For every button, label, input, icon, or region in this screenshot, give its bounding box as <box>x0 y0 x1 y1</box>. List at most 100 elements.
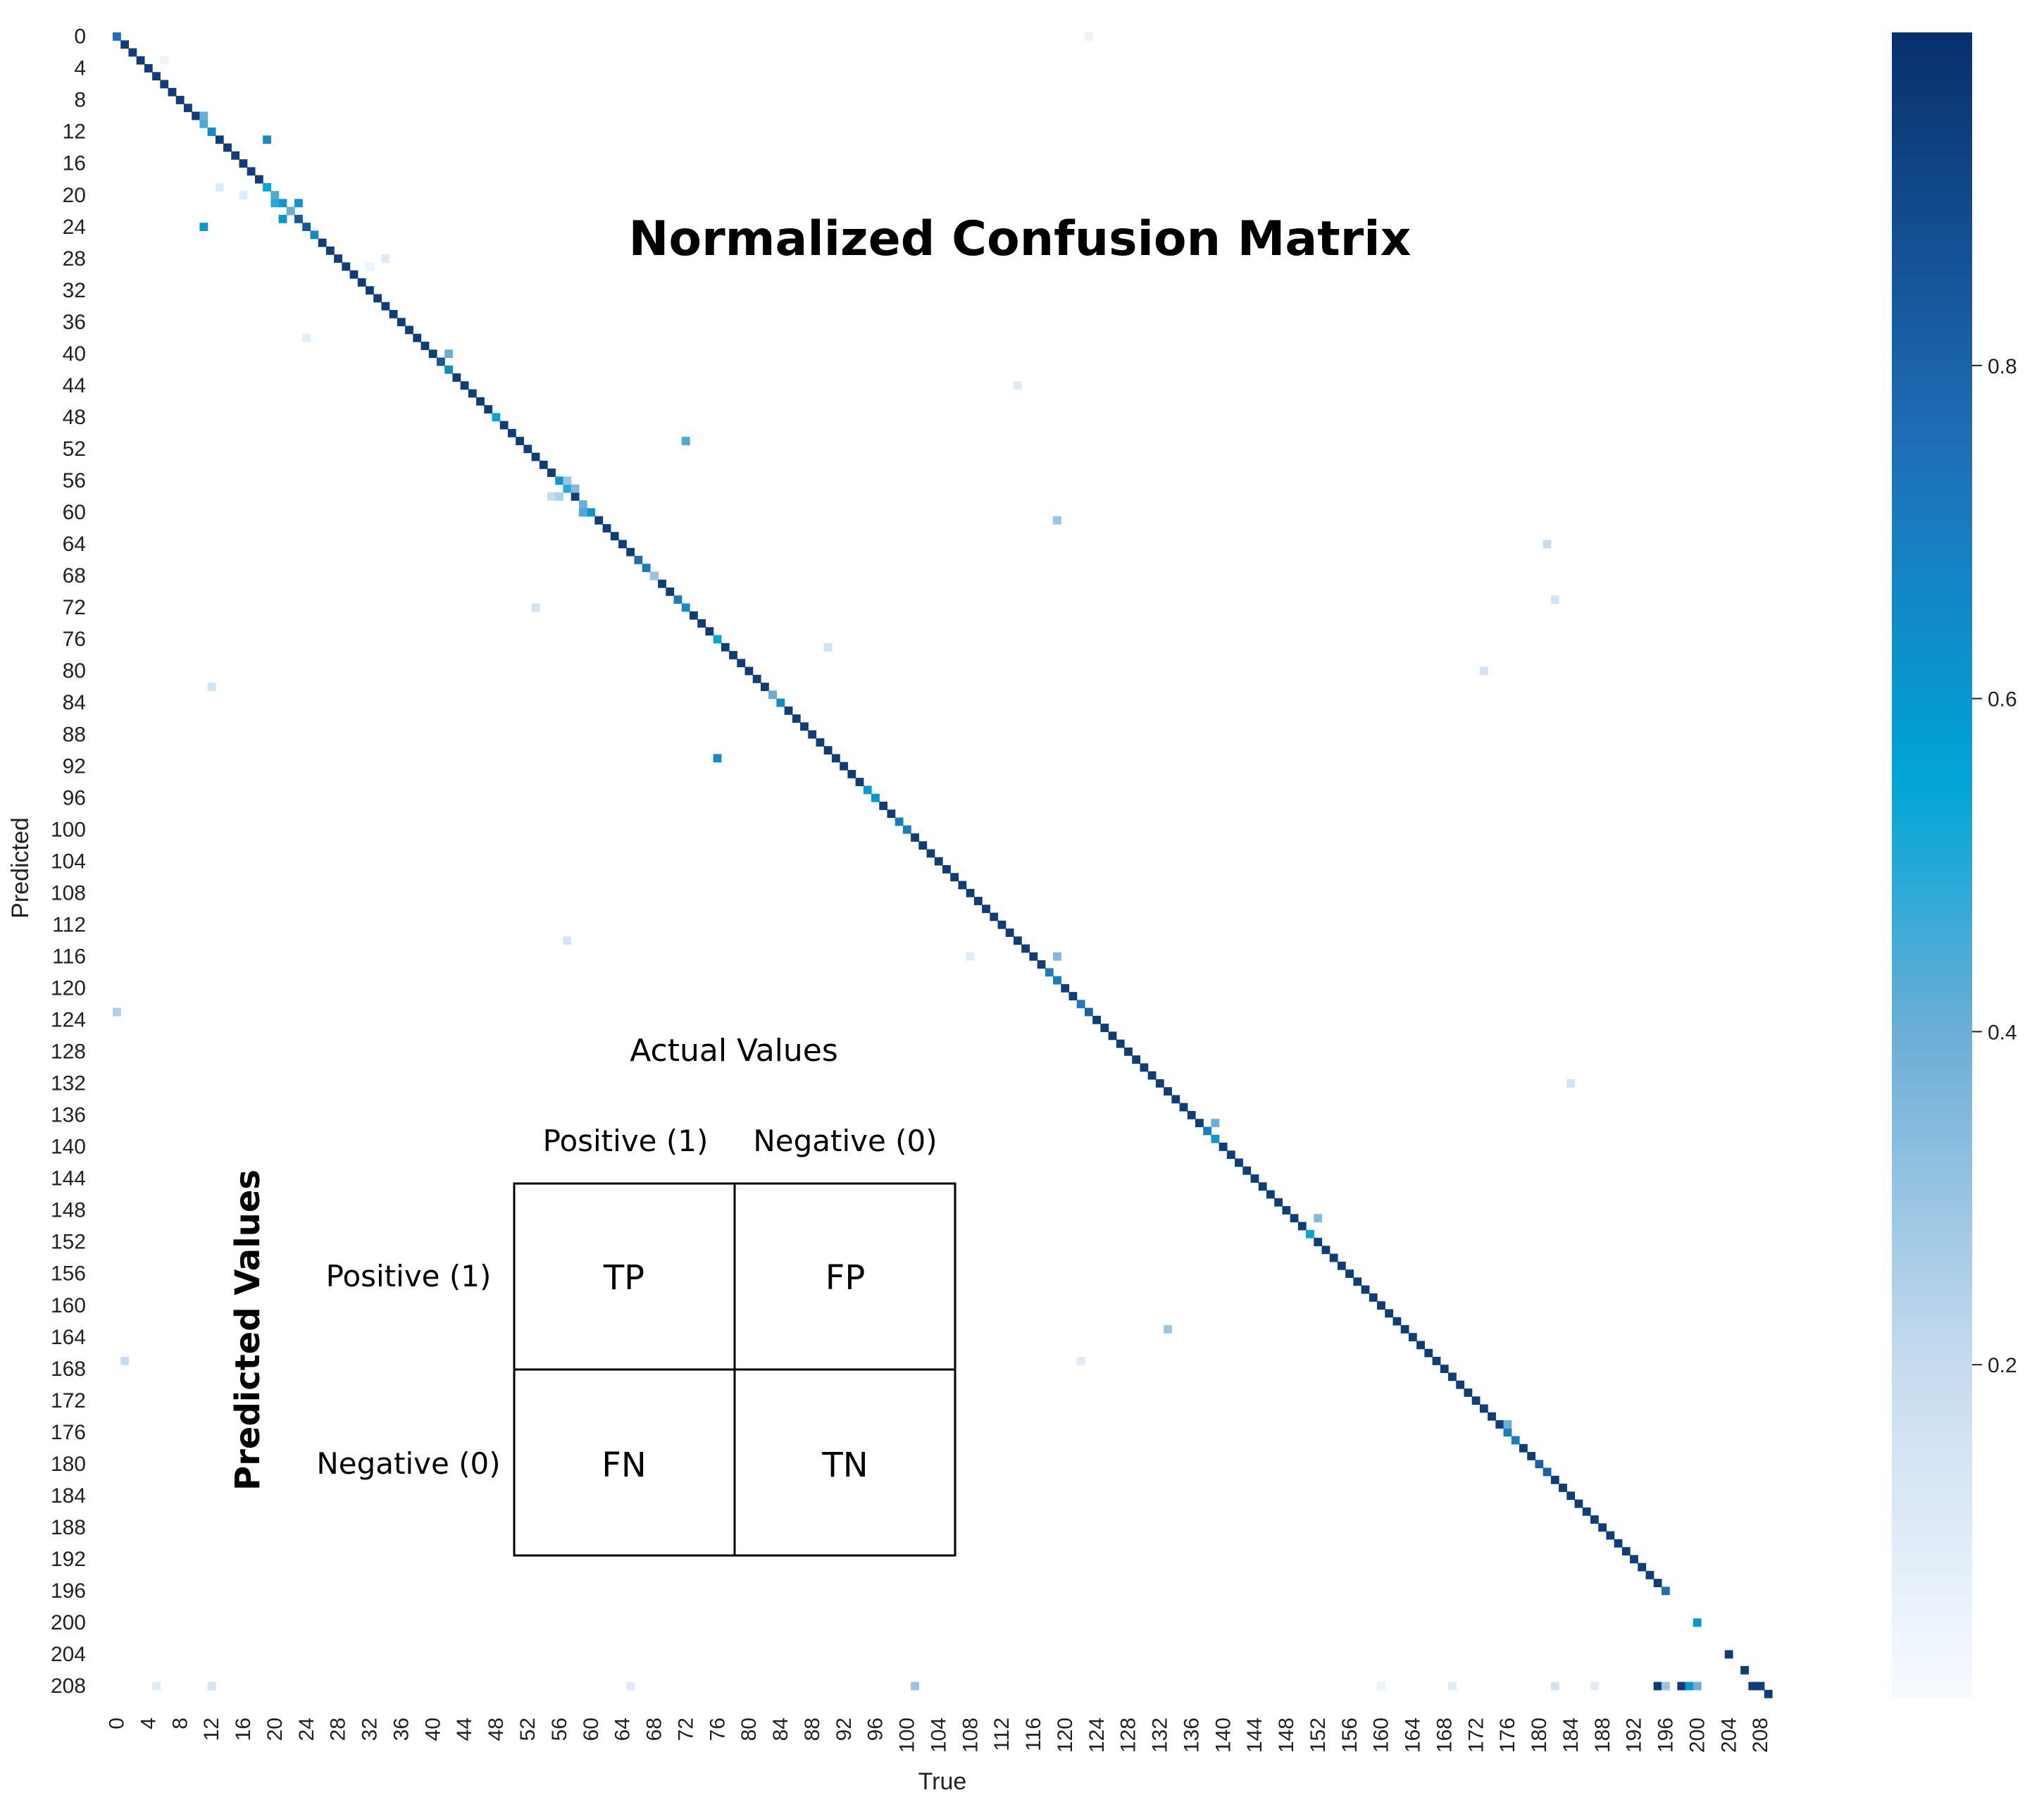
heatmap-cell-diagonal <box>1456 1380 1465 1389</box>
heatmap-cell-diagonal <box>302 223 311 232</box>
heatmap-cell-diagonal <box>175 96 185 104</box>
heatmap-cell-diagonal <box>997 920 1007 929</box>
heatmap-cell-diagonal <box>310 230 319 240</box>
heatmap-cell <box>1661 1682 1670 1691</box>
x-tick-label: 100 <box>896 1718 919 1753</box>
heatmap-cell-diagonal <box>966 888 975 898</box>
x-tick-label: 72 <box>674 1718 697 1741</box>
x-tick-label: 168 <box>1433 1718 1456 1753</box>
x-tick-label: 64 <box>611 1718 635 1741</box>
inset-col-label-negative: Negative (0) <box>753 1124 937 1158</box>
heatmap-cell <box>1164 1324 1172 1334</box>
heatmap-cell-diagonal <box>1203 1126 1212 1136</box>
heatmap-cell-diagonal <box>1274 1198 1283 1207</box>
heatmap-cell-diagonal <box>1527 1452 1536 1460</box>
heatmap-cell <box>444 349 454 359</box>
heatmap-cell-diagonal <box>1432 1356 1441 1365</box>
y-tick-label: 140 <box>51 1136 86 1159</box>
y-tick-label: 20 <box>63 184 86 207</box>
y-tick-label: 84 <box>63 691 86 714</box>
heatmap-cell-diagonal <box>1187 1110 1196 1119</box>
heatmap-cell-diagonal <box>270 191 280 199</box>
heatmap-cell <box>278 214 287 223</box>
heatmap-cell-diagonal <box>1092 1015 1101 1024</box>
x-tick-label: 24 <box>295 1718 318 1741</box>
heatmap-cell-diagonal <box>729 651 737 659</box>
heatmap-cell-diagonal <box>602 523 611 533</box>
heatmap-cell-diagonal <box>863 785 872 795</box>
heatmap-cell <box>199 223 208 232</box>
heatmap-cell-diagonal <box>144 64 153 73</box>
y-tick-label: 124 <box>51 1009 86 1032</box>
heatmap-cell-diagonal <box>658 579 666 588</box>
y-tick-label: 108 <box>51 881 86 905</box>
x-tick-label: 140 <box>1211 1718 1235 1753</box>
heatmap-cell-diagonal <box>918 841 928 850</box>
heatmap-cell-diagonal <box>239 159 248 168</box>
heatmap-cell-diagonal <box>587 508 595 517</box>
heatmap-cell-diagonal <box>413 333 422 342</box>
heatmap-cell-diagonal <box>1724 1650 1733 1659</box>
heatmap-cell-diagonal <box>1290 1214 1299 1223</box>
heatmap-cell <box>966 952 975 961</box>
heatmap-cell-diagonal <box>373 294 382 303</box>
x-tick-label: 136 <box>1180 1718 1203 1753</box>
heatmap-cell-diagonal <box>705 627 714 636</box>
x-tick-label: 160 <box>1370 1718 1393 1753</box>
heatmap-cell-diagonal <box>1124 1047 1133 1056</box>
heatmap-cell <box>215 182 224 192</box>
heatmap-cell-diagonal <box>950 873 959 882</box>
heatmap-cell-diagonal <box>1369 1293 1378 1302</box>
heatmap-cell-diagonal <box>1297 1222 1307 1231</box>
y-tick-label: 0 <box>74 25 86 49</box>
heatmap-cell-diagonal <box>610 532 619 541</box>
heatmap-cell-diagonal <box>231 151 240 160</box>
heatmap-cell-diagonal <box>642 564 651 573</box>
x-tick-label: 88 <box>801 1718 824 1741</box>
heatmap-cell <box>120 1356 130 1365</box>
heatmap-cell-diagonal <box>215 135 224 144</box>
heatmap-cell-diagonal <box>405 325 413 335</box>
x-tick-label: 144 <box>1243 1718 1266 1753</box>
inset-cell-tp: TP <box>603 1258 644 1298</box>
heatmap-cell-diagonal <box>666 588 675 596</box>
heatmap-cell <box>1314 1214 1323 1223</box>
y-tick-label: 60 <box>63 501 86 524</box>
x-tick-label: 196 <box>1654 1718 1678 1753</box>
colorbar: 0.2 0.4 0.6 0.8 <box>1892 32 2017 1698</box>
heatmap-cell-diagonal <box>152 72 161 81</box>
heatmap-cell-diagonal <box>895 817 904 826</box>
heatmap-cell-diagonal <box>1645 1570 1654 1579</box>
heatmap-cell-diagonal <box>192 111 201 120</box>
heatmap-cell-diagonal <box>1108 1031 1117 1041</box>
heatmap-cell-diagonal <box>1314 1238 1323 1246</box>
colorbar-gradient <box>1892 32 1972 1698</box>
heatmap-cell-diagonal <box>784 706 793 715</box>
x-tick-label: 108 <box>959 1718 982 1753</box>
heatmap-cell-diagonal <box>626 547 635 557</box>
heatmap-cell-diagonal <box>263 182 271 192</box>
x-tick-label: 48 <box>485 1718 508 1741</box>
heatmap-cell-diagonal <box>113 32 121 41</box>
heatmap-cell <box>160 56 169 65</box>
heatmap-cell-diagonal <box>1147 1071 1157 1080</box>
heatmap-cell <box>1590 1682 1599 1691</box>
x-tick-label: 172 <box>1464 1718 1488 1753</box>
x-tick-label: 192 <box>1623 1718 1646 1753</box>
heatmap-cells <box>113 32 1773 1698</box>
y-axis-label: Predicted <box>7 817 34 919</box>
heatmap-cell-diagonal <box>1061 983 1070 993</box>
heatmap-cell-diagonal <box>357 278 366 287</box>
y-tick-label: 148 <box>51 1199 86 1222</box>
heatmap-cell-diagonal <box>1621 1547 1631 1555</box>
heatmap-cell-diagonal <box>547 468 556 477</box>
heatmap-cell-diagonal <box>444 365 454 374</box>
x-tick-label: 0 <box>106 1718 129 1729</box>
x-tick-label: 104 <box>927 1718 950 1753</box>
x-tick-label: 8 <box>168 1718 192 1729</box>
x-tick-label: 12 <box>200 1718 223 1741</box>
y-tick-label: 204 <box>51 1643 86 1666</box>
heatmap-cell-diagonal <box>973 897 983 905</box>
heatmap-cell-diagonal <box>1511 1436 1520 1445</box>
